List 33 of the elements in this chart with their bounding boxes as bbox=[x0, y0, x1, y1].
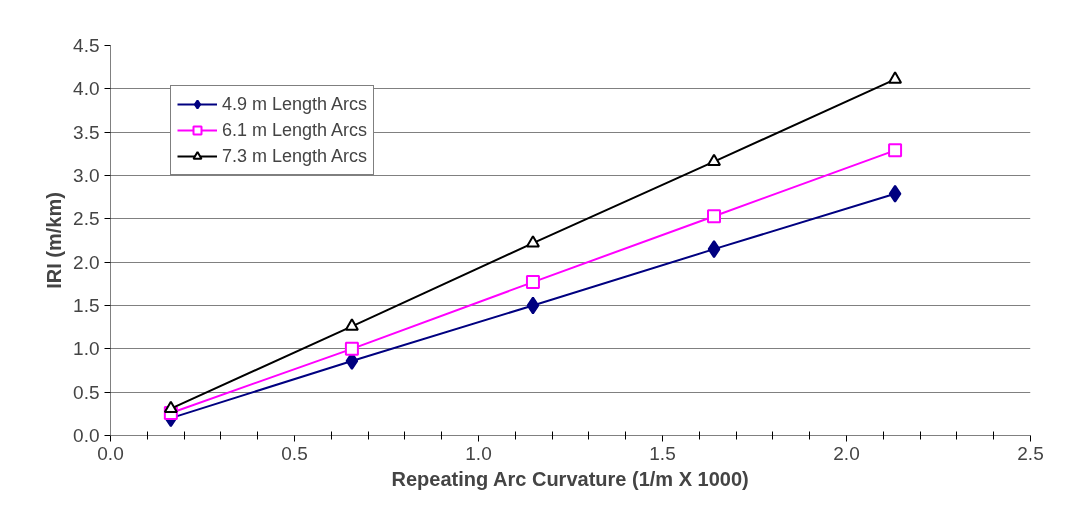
point bbox=[888, 184, 902, 203]
x-tick-label: 1.0 bbox=[465, 442, 492, 464]
y-tick-label: 2.5 bbox=[73, 208, 100, 230]
point bbox=[526, 296, 540, 315]
point bbox=[344, 318, 359, 331]
x-tick-label: 2.0 bbox=[833, 442, 860, 464]
point bbox=[707, 209, 722, 224]
y-tick-label: 3.0 bbox=[73, 165, 100, 186]
x-tick-label: 0.5 bbox=[281, 442, 308, 464]
point bbox=[888, 143, 903, 158]
y-tick-label: 1.0 bbox=[73, 338, 100, 360]
point bbox=[525, 235, 540, 248]
point bbox=[344, 341, 359, 356]
y-tick-label: 2.0 bbox=[73, 251, 100, 273]
point bbox=[888, 71, 903, 84]
y-tick-label: 4.0 bbox=[73, 78, 100, 100]
point bbox=[707, 153, 722, 167]
y-tick-label: 4.5 bbox=[73, 35, 100, 56]
x-tick-label: 2.5 bbox=[1017, 442, 1044, 464]
legend-label: 6.1 m Length Arcs bbox=[222, 118, 368, 142]
y-tick-label: 0.5 bbox=[73, 381, 100, 403]
y-tick-label: 3.5 bbox=[73, 121, 100, 143]
y-tick-label: 1.5 bbox=[73, 295, 100, 316]
legend-label: 7.3 m Length Arcs bbox=[222, 144, 368, 168]
point bbox=[707, 240, 721, 259]
x-tick-label: 1.5 bbox=[649, 442, 676, 464]
point bbox=[163, 400, 178, 414]
x-axis-title: Repeating Arc Curvature (1/m X 1000) bbox=[391, 467, 749, 490]
legend-label: 4.9 m Length Arcs bbox=[222, 92, 368, 116]
point bbox=[525, 275, 540, 290]
y-tick-label: 0.0 bbox=[73, 425, 100, 446]
y-axis-title: IRI (m/km) bbox=[43, 192, 66, 289]
x-tick-label: 0.0 bbox=[97, 442, 124, 464]
